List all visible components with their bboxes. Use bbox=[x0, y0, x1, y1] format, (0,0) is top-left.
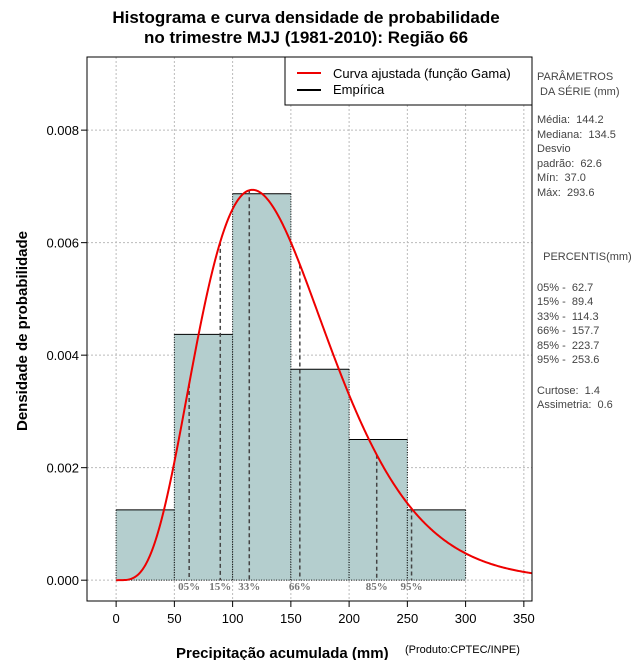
x-axis: 0 50 100 150 200 250 300 350 bbox=[113, 601, 535, 626]
histogram-bar bbox=[116, 509, 175, 581]
percentile-label-33%: 33% bbox=[238, 581, 260, 593]
legend-label-empirical: Empírica bbox=[333, 82, 385, 97]
y-tick-label: 0.002 bbox=[46, 461, 79, 476]
x-tick-label: 300 bbox=[455, 611, 477, 626]
x-tick-label: 100 bbox=[222, 611, 244, 626]
stat-p95: 95% - 253.6 bbox=[537, 354, 600, 366]
x-tick-label: 150 bbox=[280, 611, 302, 626]
density-curve bbox=[116, 188, 532, 582]
stat-p33: 33% - 114.3 bbox=[537, 310, 599, 323]
histogram-bar bbox=[174, 334, 233, 581]
y-tick-label: 0.008 bbox=[46, 123, 79, 138]
stat-min: Mín: 37.0 bbox=[537, 172, 586, 184]
fitted-gamma-curve bbox=[116, 188, 532, 582]
x-tick-label: 200 bbox=[338, 611, 360, 626]
y-tick-label: 0.004 bbox=[46, 348, 79, 363]
legend-label-fitted: Curva ajustada (função Gama) bbox=[333, 66, 511, 81]
percentile-markers: 05% 15% 33% 66% 85% 95% bbox=[178, 190, 423, 593]
stat-assimetria: Assimetria: 0.6 bbox=[537, 399, 613, 411]
stat-curtose: Curtose: 1.4 bbox=[537, 384, 600, 397]
x-tick-label: 0 bbox=[113, 611, 120, 626]
x-tick-label: 50 bbox=[167, 611, 181, 626]
stat-p05: 05% - 62.7 bbox=[537, 281, 594, 294]
percentile-label-66%: 66% bbox=[289, 581, 311, 593]
stat-desvio-value: padrão: 62.6 bbox=[537, 157, 602, 170]
histogram-bar bbox=[349, 439, 408, 581]
percentis-title: PERCENTIS(mm) bbox=[537, 251, 632, 263]
chart-title: Histograma e curva densidade de probabil… bbox=[0, 8, 612, 48]
legend-box bbox=[284, 56, 533, 106]
percentile-label-95%: 95% bbox=[401, 581, 423, 593]
histogram-bar bbox=[232, 193, 291, 581]
x-tick-label: 350 bbox=[513, 611, 535, 626]
product-credit: (Produto:CPTEC/INPE) bbox=[405, 644, 520, 656]
chart-title-line1: Histograma e curva densidade de probabil… bbox=[112, 8, 500, 27]
histogram-bar bbox=[407, 509, 466, 581]
stat-media: Média: 144.2 bbox=[537, 114, 604, 126]
x-tick-label: 250 bbox=[397, 611, 419, 626]
stat-desvio-label: Desvio bbox=[537, 143, 571, 155]
params-title: PARÂMETROS bbox=[537, 71, 614, 83]
y-tick-label: 0.006 bbox=[46, 236, 79, 251]
percentile-label-05%: 05% bbox=[178, 581, 200, 593]
chart-title-line2: no trimestre MJJ (1981-2010): Região 66 bbox=[143, 28, 469, 47]
params-subtitle: DA SÉRIE (mm) bbox=[537, 85, 620, 98]
stat-mediana: Mediana: 134.5 bbox=[537, 128, 616, 141]
y-axis: 0.000 0.002 0.004 0.006 0.008 bbox=[46, 123, 87, 588]
y-axis-title: Densidade de probabilidade bbox=[14, 231, 31, 431]
stat-p85: 85% - 223.7 bbox=[537, 339, 600, 352]
stat-p66: 66% - 157.7 bbox=[537, 325, 600, 337]
percentile-label-15%: 15% bbox=[209, 581, 231, 593]
percentile-label-85%: 85% bbox=[366, 581, 388, 593]
series-stats-panel: PARÂMETROS DA SÉRIE (mm) Média: 144.2 Me… bbox=[537, 70, 640, 413]
legend: Curva ajustada (função Gama) Empírica bbox=[284, 56, 533, 106]
histogram-bars bbox=[115, 193, 467, 581]
stat-p15: 15% - 89.4 bbox=[537, 296, 594, 308]
stat-max: Máx: 293.6 bbox=[537, 186, 595, 199]
x-axis-title: Precipitação acumulada (mm) bbox=[176, 645, 389, 660]
y-tick-label: 0.000 bbox=[46, 573, 79, 588]
